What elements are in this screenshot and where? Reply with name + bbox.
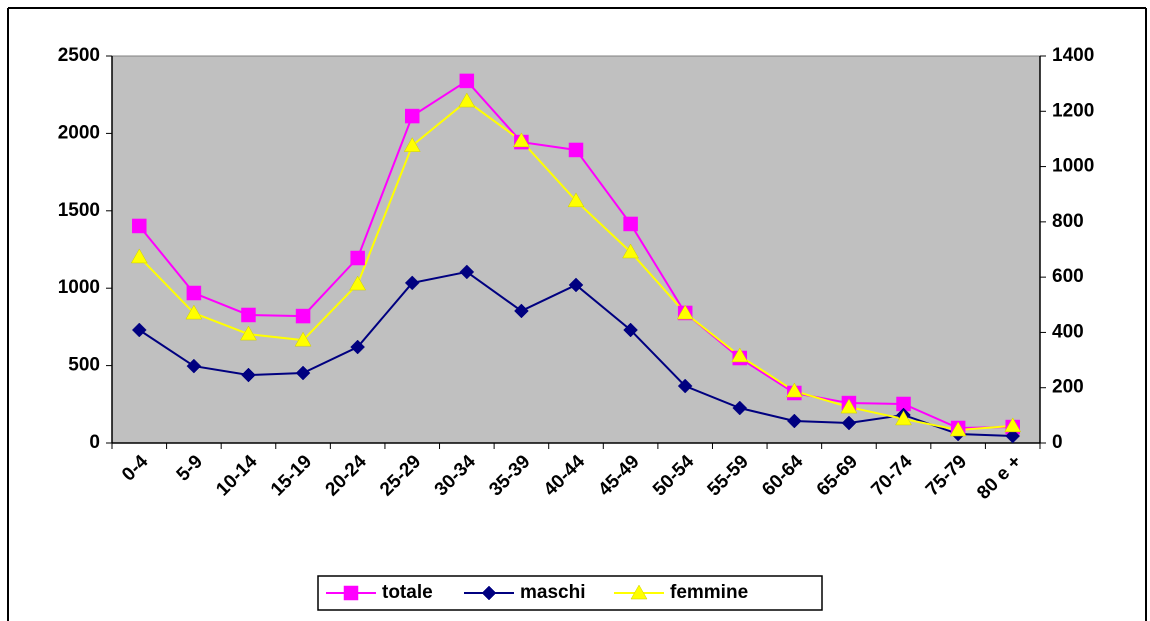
data-point bbox=[840, 398, 858, 414]
data-point bbox=[241, 367, 256, 383]
y2-tick-label: 600 bbox=[1052, 266, 1084, 287]
legend-label: totale bbox=[382, 582, 433, 603]
data-point bbox=[404, 275, 420, 291]
y-tick-label: 2500 bbox=[58, 45, 100, 66]
data-point bbox=[131, 322, 147, 338]
data-point bbox=[295, 365, 311, 381]
x-tick-label: 65-69 bbox=[813, 451, 862, 500]
y-tick-label: 500 bbox=[68, 355, 100, 376]
x-tick-label: 10-14 bbox=[212, 451, 262, 501]
data-point bbox=[458, 92, 476, 108]
data-point bbox=[786, 413, 802, 429]
data-point bbox=[350, 250, 365, 266]
x-tick-label: 45-49 bbox=[594, 451, 643, 500]
data-point bbox=[349, 275, 367, 291]
data-point bbox=[1005, 428, 1021, 444]
legend-marker bbox=[630, 584, 648, 600]
legend-label: femmine bbox=[670, 582, 748, 603]
x-tick-label: 70-74 bbox=[867, 451, 917, 501]
y-tick-label: 0 bbox=[89, 432, 100, 453]
data-point bbox=[949, 421, 967, 437]
data-point bbox=[514, 303, 529, 319]
data-point bbox=[240, 325, 257, 341]
data-point bbox=[132, 218, 147, 234]
data-point bbox=[295, 308, 311, 324]
data-point bbox=[186, 358, 202, 374]
y-tick-label: 1000 bbox=[58, 277, 100, 298]
data-point bbox=[623, 216, 638, 232]
data-point bbox=[403, 137, 421, 152]
data-point bbox=[785, 382, 803, 398]
data-point bbox=[623, 322, 638, 338]
x-tick-label: 30-34 bbox=[431, 451, 481, 501]
data-point bbox=[459, 264, 475, 280]
plot-area bbox=[111, 55, 1041, 444]
data-point bbox=[130, 248, 148, 264]
x-tick-label: 5-9 bbox=[173, 451, 207, 485]
legend-label: maschi bbox=[520, 582, 585, 603]
y2-tick-label: 200 bbox=[1052, 377, 1084, 398]
y2-tick-label: 1200 bbox=[1052, 100, 1094, 121]
x-tick-label: 40-44 bbox=[540, 451, 590, 501]
data-point bbox=[186, 285, 202, 301]
data-point bbox=[677, 378, 693, 394]
x-tick-label: 55-59 bbox=[704, 451, 753, 500]
data-point bbox=[294, 331, 312, 347]
data-point bbox=[567, 192, 585, 208]
legend-marker bbox=[481, 585, 497, 601]
x-tick-label: 75-79 bbox=[922, 451, 971, 500]
x-tick-label: 0-4 bbox=[118, 451, 153, 486]
data-point bbox=[350, 339, 366, 355]
x-tick-label: 80 e + bbox=[973, 451, 1026, 504]
y2-tick-label: 400 bbox=[1052, 321, 1084, 342]
data-point bbox=[622, 243, 640, 259]
x-tick-label: 50-54 bbox=[649, 451, 699, 501]
data-point bbox=[459, 73, 475, 89]
x-tick-label: 20-24 bbox=[322, 451, 372, 501]
data-point bbox=[1004, 417, 1022, 433]
data-point bbox=[568, 142, 584, 158]
x-tick-label: 15-19 bbox=[267, 451, 316, 500]
y2-tick-label: 1400 bbox=[1052, 45, 1094, 66]
data-point bbox=[732, 400, 748, 416]
data-point bbox=[185, 304, 203, 320]
legend bbox=[317, 575, 823, 611]
data-point bbox=[676, 304, 694, 320]
x-tick-label: 35-39 bbox=[485, 451, 534, 500]
data-point bbox=[731, 347, 749, 363]
x-tick-label: 60-64 bbox=[758, 451, 808, 501]
data-point bbox=[241, 307, 256, 323]
x-tick-label: 25-29 bbox=[376, 451, 425, 500]
y-tick-label: 2000 bbox=[58, 122, 100, 143]
data-point bbox=[841, 415, 857, 431]
y2-tick-label: 1000 bbox=[1052, 156, 1094, 177]
data-point bbox=[895, 410, 912, 426]
data-point bbox=[512, 132, 530, 148]
y-tick-label: 1500 bbox=[58, 200, 100, 221]
y2-tick-label: 800 bbox=[1052, 211, 1084, 232]
y2-tick-label: 0 bbox=[1052, 432, 1063, 453]
data-point bbox=[568, 277, 584, 293]
data-point bbox=[404, 108, 420, 124]
legend-marker bbox=[343, 585, 359, 601]
